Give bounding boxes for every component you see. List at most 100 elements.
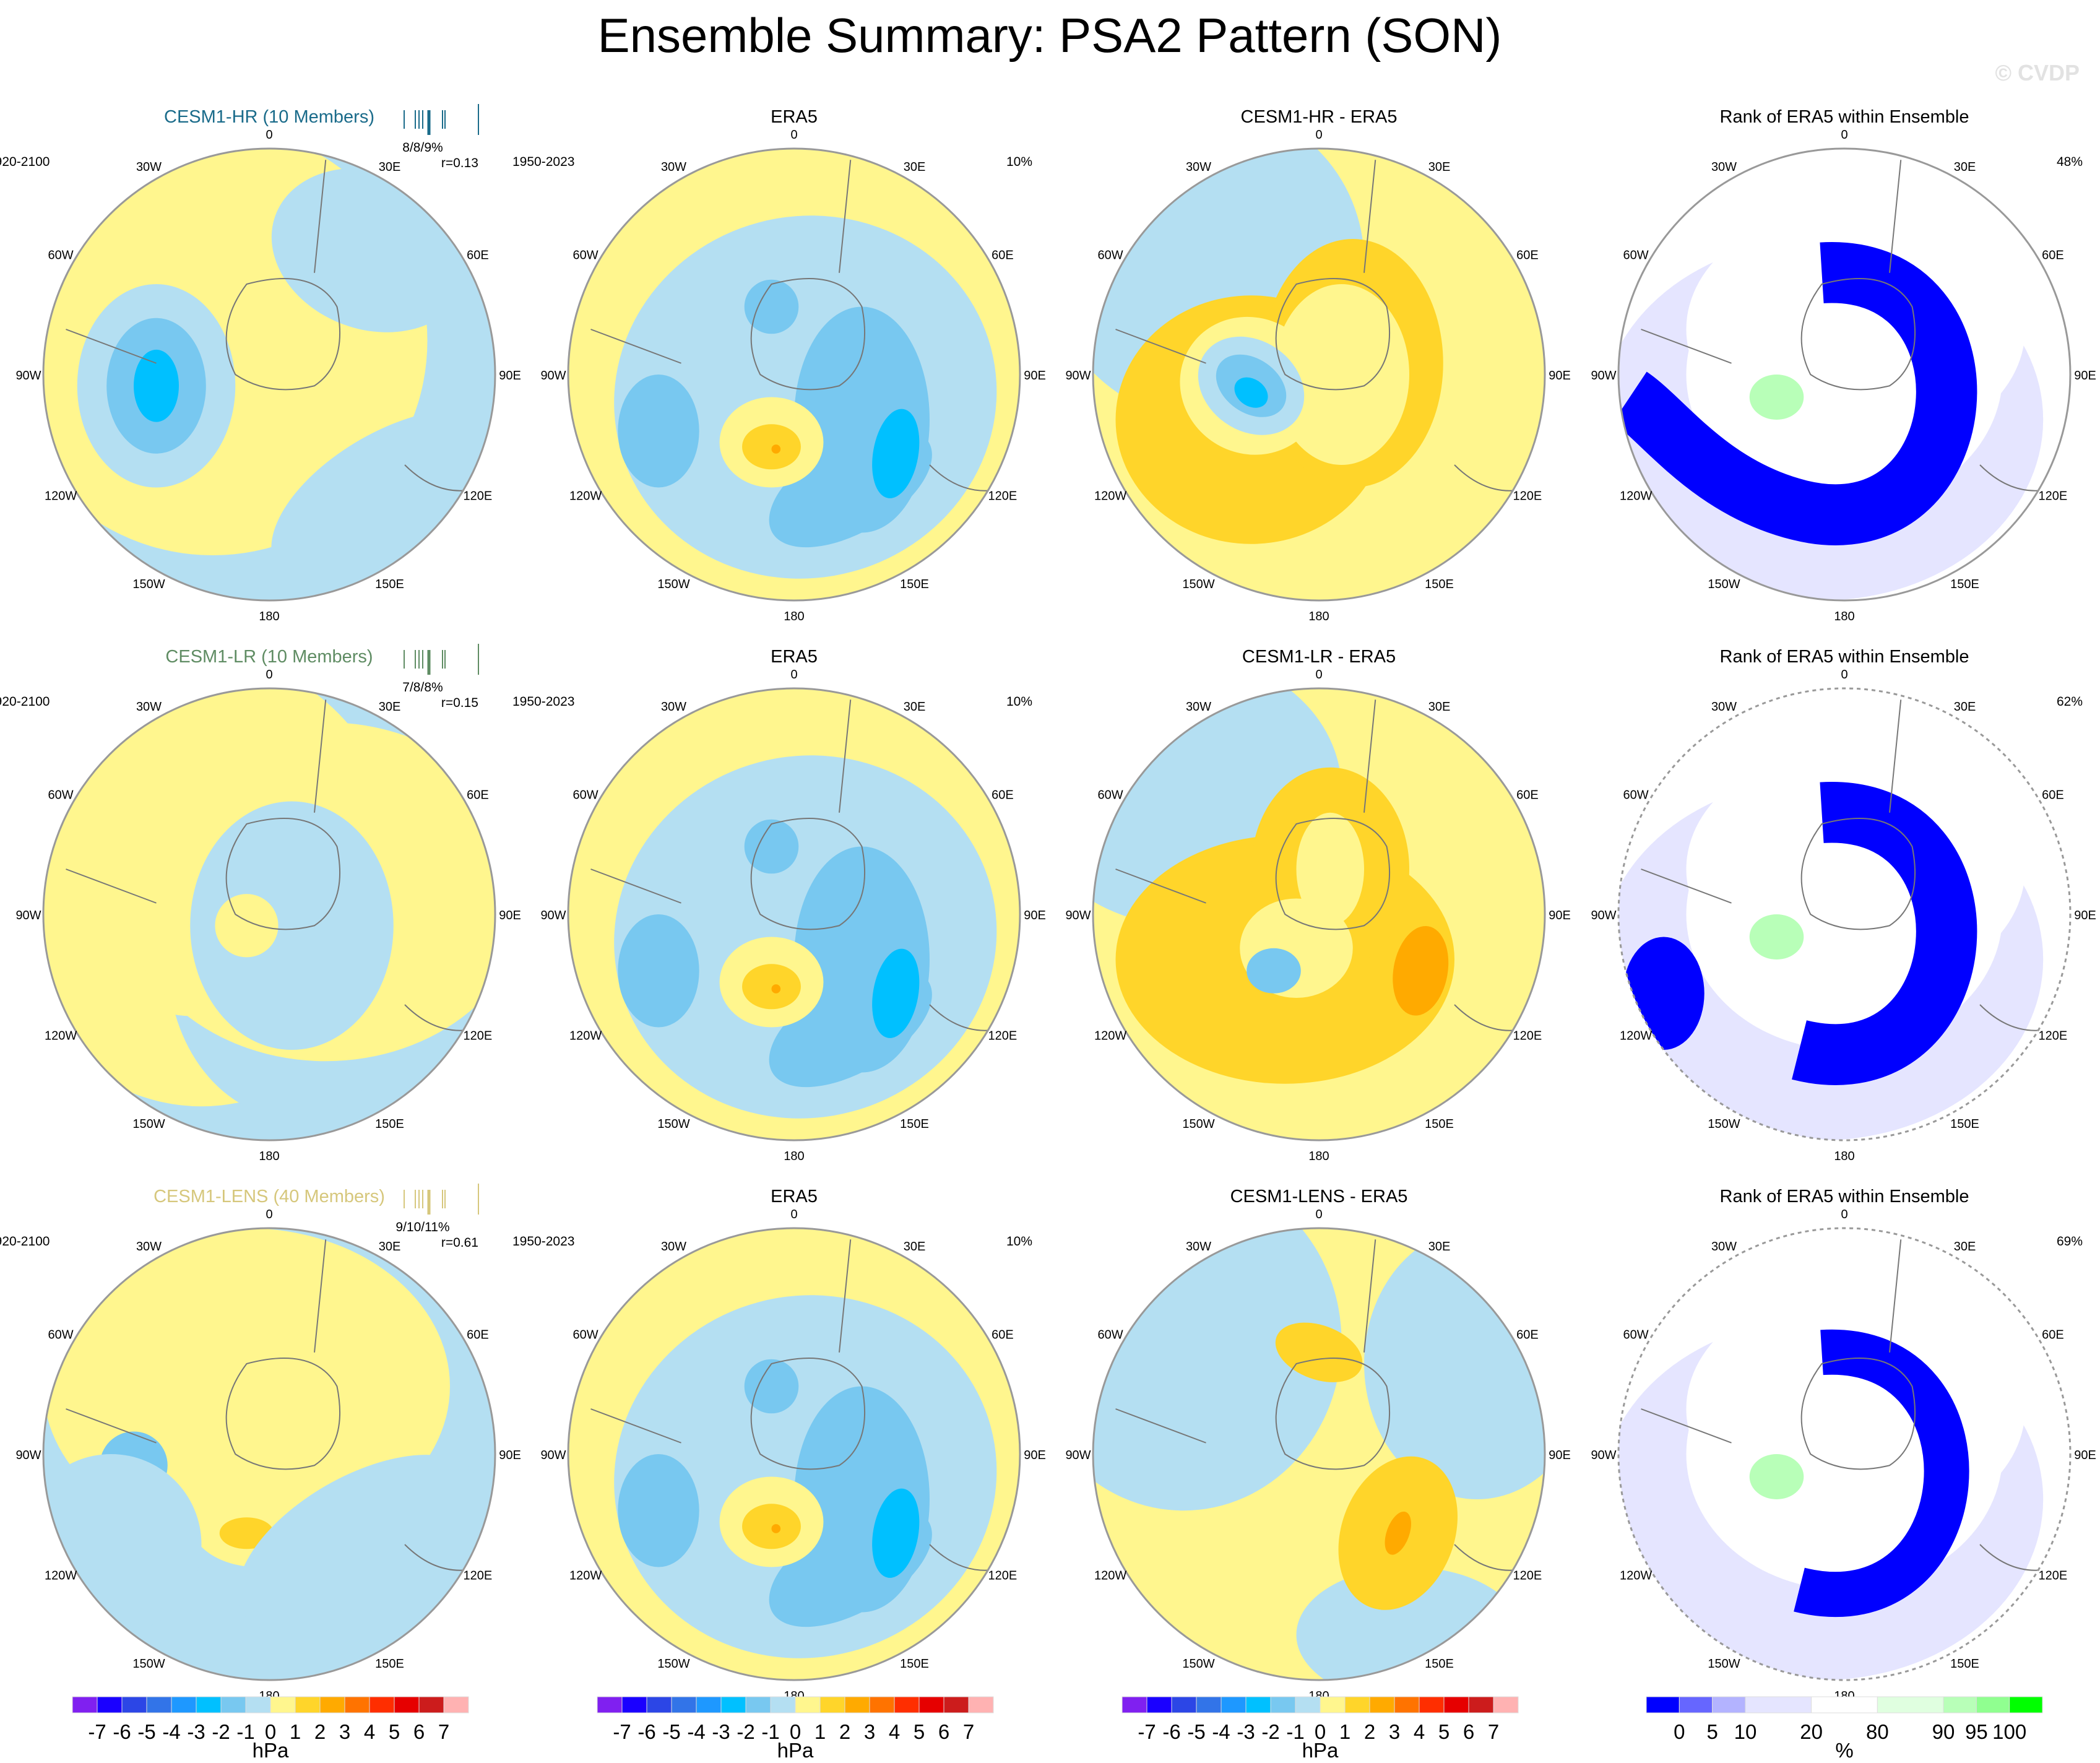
longitude-label: 120W: [569, 490, 602, 503]
longitude-label: 150E: [375, 578, 404, 591]
longitude-label: 120E: [2039, 1029, 2068, 1043]
colorbar-box: [696, 1696, 722, 1713]
colorbar-tick-label: 4: [889, 1720, 900, 1743]
stats-label: 8/8/9%: [402, 141, 443, 155]
longitude-label: 120E: [1513, 490, 1542, 503]
longitude-label: 120E: [464, 1029, 493, 1043]
longitude-label: 90W: [1065, 909, 1091, 922]
map-border: [42, 147, 496, 602]
colorbar-box: [220, 1696, 246, 1713]
colorbar-tick-label: 2: [839, 1720, 850, 1743]
longitude-label: 90W: [15, 369, 41, 383]
colorbar-tick-label: 0: [265, 1720, 276, 1743]
longitude-label: 180: [259, 1150, 279, 1163]
longitude-label: 60E: [1516, 1328, 1539, 1342]
longitude-label: 30E: [1954, 160, 1976, 174]
longitude-label: 30W: [1186, 700, 1211, 714]
field-region: [134, 349, 179, 422]
stats-label: 7/8/8%: [402, 680, 443, 695]
field: [568, 688, 1020, 1140]
colorbar-tick-label: 5: [1438, 1720, 1450, 1743]
longitude-label: 60W: [1623, 1328, 1649, 1342]
panel-title: CESM1-HR (10 Members): [164, 107, 374, 127]
map-border: [42, 687, 496, 1141]
colorbar-box: [646, 1696, 672, 1713]
longitude-label: 90E: [1549, 909, 1571, 922]
colorbar-tick-label: -2: [1261, 1720, 1279, 1743]
colorbar-box: [1196, 1696, 1222, 1713]
longitude-label: 60E: [1516, 789, 1539, 802]
colorbar-tick-label: -7: [1138, 1720, 1156, 1743]
colorbar-box: [418, 1696, 444, 1713]
field-region: [744, 819, 799, 874]
field: [568, 1228, 1020, 1680]
longitude-label: 150E: [1950, 1117, 1979, 1131]
field: [568, 149, 1020, 600]
field-region: [215, 894, 279, 958]
longitude-label: 90W: [540, 1449, 566, 1462]
colorbar-box: [745, 1696, 771, 1713]
longitude-label: 30W: [661, 700, 686, 714]
colorbar-box: [597, 1696, 623, 1713]
colorbar-tick-label: 80: [1866, 1720, 1889, 1743]
colorbar-box: [1146, 1696, 1172, 1713]
colorbar-tick-label: 5: [914, 1720, 925, 1743]
field-region: [43, 1454, 202, 1635]
longitude-label: 90W: [540, 369, 566, 383]
colorbar-tick-label: 7: [438, 1720, 449, 1743]
field-region: [1234, 377, 1268, 408]
coastline: [750, 1358, 866, 1470]
map-panel: 030E60E90E120E150E180150W120W90W60W30WCE…: [1065, 1187, 1570, 1703]
map-panel: 0 30E 60E 90E 120E 150E 180 150W 120W 90W 60W 30W Ra…: [1591, 647, 2096, 1163]
longitude-label: 60E: [467, 789, 489, 802]
field-region: [771, 984, 781, 994]
figure-title: Ensemble Summary: PSA2 Pattern (SON): [598, 8, 1502, 63]
longitude-label: 90E: [1024, 1449, 1046, 1462]
percent-label: 62%: [2057, 695, 2083, 709]
longitude-label: 60W: [48, 249, 74, 262]
longitude-label: 0: [266, 128, 272, 142]
field-region: [1794, 1329, 1969, 1617]
panel-title: Rank of ERA5 within Ensemble: [1720, 647, 1969, 667]
colorbar-tick-label: -3: [1237, 1720, 1255, 1743]
longitude-label: 120W: [1094, 490, 1126, 503]
colorbar-tick-label: 100: [1992, 1720, 2026, 1743]
longitude-label: 90W: [1591, 369, 1616, 383]
colorbar-tick-label: -5: [1187, 1720, 1205, 1743]
field-region: [872, 409, 920, 498]
colorbar-tick-label: 4: [1414, 1720, 1425, 1743]
colorbar-tick-label: -4: [687, 1720, 705, 1743]
colorbar-tick-label: -1: [236, 1720, 254, 1743]
colorbar-tick-label: -4: [162, 1720, 180, 1743]
colorbar-tick-label: 3: [1389, 1720, 1400, 1743]
coastline: [225, 818, 341, 930]
longitude-label: 0: [1841, 128, 1847, 142]
longitude-label: 60W: [1098, 1328, 1123, 1342]
map-panel: 030E60E90E120E150E180150W120W90W60W30WCE…: [1065, 107, 1570, 623]
longitude-label: 90W: [1065, 1449, 1091, 1462]
longitude-label: 90E: [1024, 909, 1046, 922]
longitude-label: 150E: [900, 1657, 929, 1671]
colorbar-tick-label: 3: [864, 1720, 875, 1743]
field: [1618, 149, 2070, 600]
map-panel: 030E60E90E120E150E180150W120W90W60W30WER…: [512, 1187, 1046, 1703]
longitude-label: 30W: [1711, 160, 1737, 174]
map-panel: 030E60E90E120E150E180150W120W90W60W30WCE…: [0, 1184, 521, 1703]
colorbar-unit: %: [1835, 1739, 1853, 1762]
longitude-label: 30W: [136, 160, 162, 174]
colorbar-box: [1745, 1696, 1812, 1713]
field-region: [1749, 1454, 1804, 1499]
longitude-label: 120E: [2039, 1569, 2068, 1583]
watermark: © CVDP: [1995, 60, 2080, 85]
longitude-label: 0: [1315, 1208, 1322, 1221]
colorbar-tick-label: 0: [790, 1720, 801, 1743]
period-label: 1950-2023: [512, 695, 574, 709]
colorbar-tick-label: 7: [963, 1720, 974, 1743]
longitude-label: 150E: [1950, 578, 1979, 591]
panel-title: ERA5: [771, 647, 818, 667]
coastline: [225, 1358, 341, 1470]
longitude-label: 0: [1315, 668, 1322, 682]
longitude-label: 30W: [661, 160, 686, 174]
colorbar-box: [97, 1696, 123, 1713]
field-region: [1275, 1322, 1363, 1382]
